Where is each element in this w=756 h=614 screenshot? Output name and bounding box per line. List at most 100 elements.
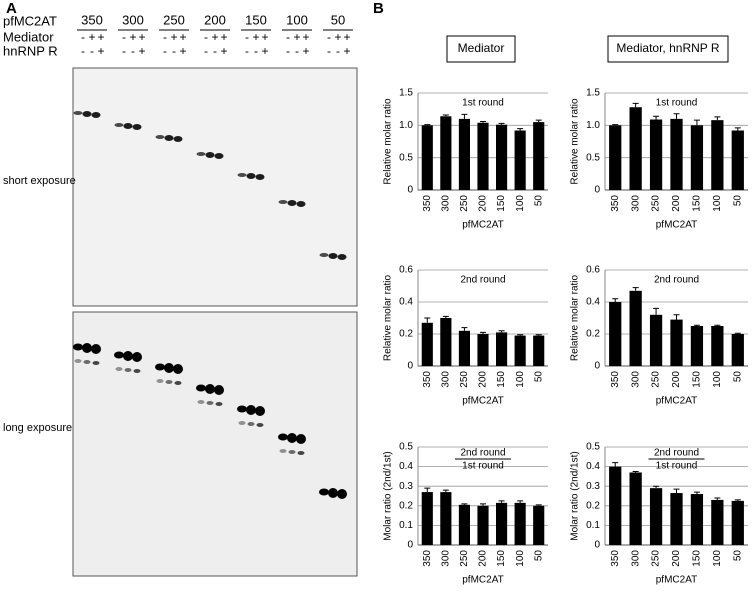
gel-band — [214, 385, 224, 395]
x-tick-label: 250 — [651, 371, 662, 388]
error-bar — [612, 124, 619, 126]
error-bar — [673, 488, 680, 494]
gel-band — [114, 351, 124, 359]
gel-band — [256, 423, 264, 427]
error-bar — [461, 503, 468, 505]
sign: - — [81, 44, 85, 58]
bar — [670, 319, 683, 366]
chart-title: 2nd round — [460, 275, 505, 286]
sign: - — [286, 30, 290, 44]
y-axis-label: Molar ratio (2nd/1st) — [570, 451, 581, 540]
gel-band — [91, 344, 101, 354]
x-tick-label: 350 — [610, 371, 621, 388]
gel-band — [132, 124, 142, 130]
y-tick-label: 0.6 — [586, 265, 600, 276]
error-bar — [693, 324, 700, 326]
sign: - — [204, 44, 208, 58]
x-tick-label: 150 — [692, 371, 703, 388]
bar — [690, 125, 704, 190]
gel-label: long exposure — [3, 422, 72, 434]
y-axis-label: Molar ratio (2nd/1st) — [383, 451, 394, 540]
gel-band — [287, 433, 297, 443]
error-bar — [424, 317, 431, 323]
x-tick-label: 250 — [459, 371, 470, 388]
bar — [649, 119, 663, 190]
x-tick-label: 350 — [610, 550, 621, 567]
lane-size: 300 — [122, 12, 144, 27]
y-tick-label: 0 — [594, 540, 600, 551]
gel-band — [255, 174, 265, 180]
x-tick-label: 300 — [440, 550, 451, 567]
gel-band — [114, 123, 124, 127]
bar — [670, 493, 683, 545]
sign: + — [302, 30, 309, 44]
bar — [629, 290, 642, 366]
y-tick-label: 0.2 — [399, 500, 413, 511]
bar — [731, 334, 744, 366]
x-tick-label: 300 — [440, 195, 451, 212]
chart-title: 1st round — [656, 98, 698, 109]
x-tick-label: 150 — [496, 371, 507, 388]
x-axis-label: pfMC2AT — [462, 396, 504, 407]
sign: + — [334, 30, 341, 44]
y-tick-label: 0.4 — [399, 297, 413, 308]
gel-band — [123, 351, 133, 361]
y-tick-label: 1.5 — [586, 88, 600, 99]
gel-band — [83, 360, 91, 364]
gel-band — [337, 254, 347, 260]
gel-label-text: short exposure — [3, 175, 76, 187]
bar — [629, 107, 642, 190]
y-tick-label: 0.2 — [399, 329, 413, 340]
x-tick-label: 100 — [712, 195, 723, 212]
error-bar — [734, 127, 741, 131]
error-bar — [442, 315, 449, 318]
y-tick-label: 0.5 — [586, 152, 600, 163]
bar — [514, 335, 526, 366]
error-bar — [535, 504, 542, 506]
lane-size: 250 — [163, 12, 185, 27]
x-tick-label: 150 — [692, 195, 703, 212]
error-bar — [535, 119, 542, 123]
sign: - — [172, 44, 176, 58]
gel-band — [328, 488, 338, 498]
x-axis-label: pfMC2AT — [462, 220, 504, 231]
gel-band — [319, 253, 329, 257]
gel-band — [205, 152, 215, 158]
gel-band — [132, 352, 142, 362]
error-bar — [535, 334, 542, 336]
gel-band — [74, 359, 82, 363]
sign: - — [81, 30, 85, 44]
x-tick-label: 100 — [712, 371, 723, 388]
gel-band — [237, 405, 247, 413]
y-tick-label: 0.2 — [586, 500, 600, 511]
sign: + — [261, 44, 268, 58]
sign: + — [170, 30, 177, 44]
y-axis-label: Relative molar ratio — [570, 98, 581, 185]
gel-band — [205, 384, 215, 394]
x-tick-label: 50 — [533, 195, 544, 207]
lane-size: 50 — [331, 12, 345, 27]
x-tick-label: 100 — [515, 550, 526, 567]
sign: + — [88, 30, 95, 44]
sign: - — [163, 30, 167, 44]
y-tick-label: 0.6 — [399, 265, 413, 276]
gel-band — [155, 363, 165, 371]
x-tick-label: 50 — [533, 371, 544, 383]
bar — [421, 125, 433, 190]
chart-title: 2nd round — [654, 275, 699, 286]
sign: + — [179, 44, 186, 58]
bar — [496, 332, 508, 366]
sign: + — [302, 44, 309, 58]
bar — [477, 334, 489, 366]
y-tick-label: 1.5 — [399, 88, 413, 99]
gel-band — [287, 200, 297, 206]
error-bar — [498, 500, 505, 503]
gel-band — [91, 112, 101, 118]
error-bar — [673, 314, 680, 320]
row-label: hnRNP R — [3, 43, 58, 58]
lane-size: 200 — [204, 12, 226, 27]
gel-band — [174, 381, 182, 385]
sign: - — [204, 30, 208, 44]
x-tick-label: 300 — [630, 550, 641, 567]
